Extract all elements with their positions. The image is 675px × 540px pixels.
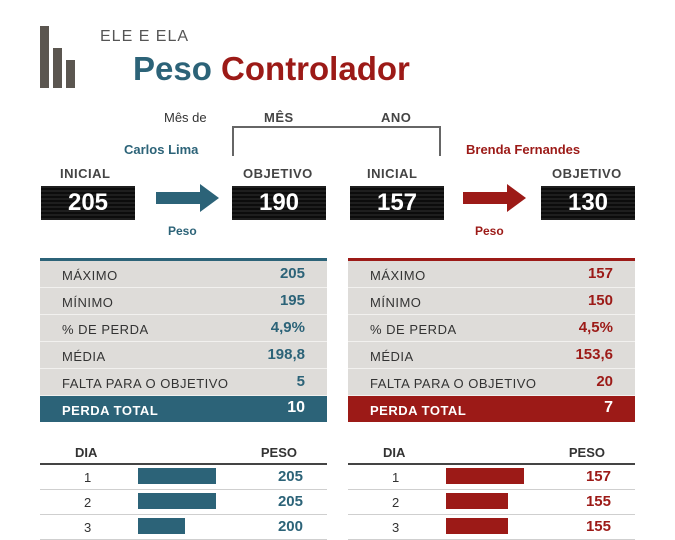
total-loss-row: PERDA TOTAL 7 xyxy=(348,396,635,422)
weight-cell: 157 xyxy=(585,468,611,485)
table-row[interactable]: 2 205 xyxy=(40,490,327,515)
weight-cell: 205 xyxy=(277,468,303,485)
day-column-header[interactable]: DIA xyxy=(383,445,406,460)
stat-label: MÍNIMO xyxy=(370,295,422,310)
day-cell: 2 xyxy=(84,495,92,510)
stat-value: 150 xyxy=(587,292,613,309)
goal-label-left: OBJETIVO xyxy=(243,166,313,181)
weight-bar xyxy=(138,468,216,484)
period-bracket xyxy=(232,126,441,156)
day-cell: 3 xyxy=(84,520,92,535)
total-loss-row: PERDA TOTAL 10 xyxy=(40,396,327,422)
stat-row: MÁXIMO 205 xyxy=(40,261,327,288)
stat-row: FALTA PARA O OBJETIVO 5 xyxy=(40,369,327,396)
weight-cell: 200 xyxy=(277,518,303,535)
stat-value: 4,5% xyxy=(578,319,613,336)
goal-label-right: OBJETIVO xyxy=(552,166,622,181)
arrow-caption-left: Peso xyxy=(168,224,197,238)
weight-cell: 155 xyxy=(585,518,611,535)
stat-row: % DE PERDA 4,5% xyxy=(348,315,635,342)
stat-value: 205 xyxy=(279,265,305,282)
goal-value-left[interactable]: 190 xyxy=(232,186,326,220)
stat-row: MÍNIMO 150 xyxy=(348,288,635,315)
stat-row: MÉDIA 198,8 xyxy=(40,342,327,369)
weight-cell: 205 xyxy=(277,493,303,510)
stats-panel-right: MÁXIMO 157 MÍNIMO 150 % DE PERDA 4,5% MÉ… xyxy=(348,258,635,422)
day-cell: 1 xyxy=(84,470,92,485)
stat-label: MÉDIA xyxy=(62,349,106,364)
table-header: DIA PESO xyxy=(348,445,635,465)
logo-icon xyxy=(40,26,80,88)
month-column-header[interactable]: MÊS xyxy=(264,110,294,125)
day-column-header[interactable]: DIA xyxy=(75,445,98,460)
table-row[interactable]: 3 200 xyxy=(40,515,327,540)
table-row[interactable]: 2 155 xyxy=(348,490,635,515)
table-header: DIA PESO xyxy=(40,445,327,465)
daily-table-left: DIA PESO 1 205 2 205 3 200 xyxy=(40,445,327,540)
stat-label: MÍNIMO xyxy=(62,295,114,310)
daily-table-right: DIA PESO 1 157 2 155 3 155 xyxy=(348,445,635,540)
year-column-header[interactable]: ANO xyxy=(381,110,412,125)
stat-value: 4,9% xyxy=(270,319,305,336)
goal-value-right[interactable]: 130 xyxy=(541,186,635,220)
stat-label: FALTA PARA O OBJETIVO xyxy=(370,376,537,391)
day-cell: 2 xyxy=(392,495,400,510)
stat-label: % DE PERDA xyxy=(62,322,149,337)
weight-bar xyxy=(446,493,508,509)
stat-value: 153,6 xyxy=(575,346,613,363)
day-cell: 3 xyxy=(392,520,400,535)
stat-label: MÁXIMO xyxy=(370,268,426,283)
total-loss-value: 7 xyxy=(604,399,613,416)
arrow-right-icon xyxy=(463,184,526,212)
weight-bar xyxy=(446,518,508,534)
initial-value-left[interactable]: 205 xyxy=(41,186,135,220)
stat-row: MÁXIMO 157 xyxy=(348,261,635,288)
initial-value-right[interactable]: 157 xyxy=(350,186,444,220)
table-row[interactable]: 3 155 xyxy=(348,515,635,540)
arrow-right-icon xyxy=(156,184,219,212)
stat-value: 20 xyxy=(596,373,613,390)
stat-label: MÁXIMO xyxy=(62,268,118,283)
stat-value: 157 xyxy=(587,265,613,282)
stat-value: 5 xyxy=(296,373,305,390)
weight-column-header[interactable]: PESO xyxy=(568,445,605,460)
stat-label: MÉDIA xyxy=(370,349,414,364)
stat-value: 198,8 xyxy=(267,346,305,363)
stat-label: % DE PERDA xyxy=(370,322,457,337)
page-title: Peso Controlador xyxy=(133,50,410,88)
total-loss-label: PERDA TOTAL xyxy=(62,403,159,418)
day-cell: 1 xyxy=(392,470,400,485)
title-part-2: Controlador xyxy=(221,50,410,87)
month-label: Mês de xyxy=(164,110,207,125)
stat-row: % DE PERDA 4,9% xyxy=(40,315,327,342)
weight-bar xyxy=(446,468,524,484)
table-row[interactable]: 1 205 xyxy=(40,465,327,490)
arrow-caption-right: Peso xyxy=(475,224,504,238)
person-name-left[interactable]: Carlos Lima xyxy=(124,142,199,157)
title-part-1: Peso xyxy=(133,50,212,87)
stats-panel-left: MÁXIMO 205 MÍNIMO 195 % DE PERDA 4,9% MÉ… xyxy=(40,258,327,422)
stat-row: MÍNIMO 195 xyxy=(40,288,327,315)
stat-label: FALTA PARA O OBJETIVO xyxy=(62,376,229,391)
total-loss-value: 10 xyxy=(287,399,305,416)
initial-label-right: INICIAL xyxy=(367,166,418,181)
stat-value: 195 xyxy=(279,292,305,309)
initial-label-left: INICIAL xyxy=(60,166,111,181)
stat-row: FALTA PARA O OBJETIVO 20 xyxy=(348,369,635,396)
stat-row: MÉDIA 153,6 xyxy=(348,342,635,369)
total-loss-label: PERDA TOTAL xyxy=(370,403,467,418)
table-row[interactable]: 1 157 xyxy=(348,465,635,490)
weight-cell: 155 xyxy=(585,493,611,510)
person-name-right[interactable]: Brenda Fernandes xyxy=(466,142,581,157)
weight-column-header[interactable]: PESO xyxy=(260,445,297,460)
app-subtitle: ELE E ELA xyxy=(100,28,190,45)
weight-bar xyxy=(138,493,216,509)
weight-bar xyxy=(138,518,185,534)
